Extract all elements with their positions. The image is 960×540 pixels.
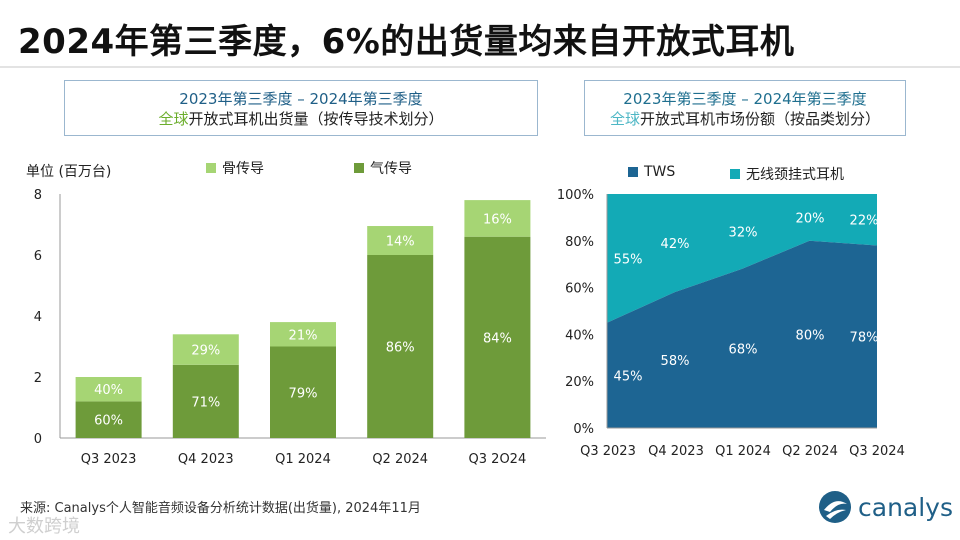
bar-data-label: 21% bbox=[289, 328, 318, 343]
canalys-logo-icon bbox=[819, 491, 851, 523]
area-y-tick-label: 100% bbox=[557, 188, 594, 203]
bar-data-label: 60% bbox=[94, 414, 123, 429]
title-divider bbox=[0, 66, 960, 68]
legend-neckband-swatch bbox=[730, 169, 740, 179]
area-caption-line1: 2023年第三季度 – 2024年第三季度 bbox=[623, 90, 867, 108]
bar-data-label: 14% bbox=[386, 235, 415, 250]
bar-y-tick-label: 0 bbox=[34, 432, 42, 447]
legend-bone-swatch bbox=[206, 163, 216, 173]
area-y-tick-label: 40% bbox=[565, 328, 594, 343]
canalys-logo-text: canalys bbox=[858, 492, 953, 522]
bar-y-tick-label: 6 bbox=[34, 249, 42, 264]
bar-bone-segment bbox=[367, 226, 434, 255]
bar-caption-rest: 开放式耳机出货量（按传导技术划分） bbox=[188, 110, 444, 128]
legend-bone: 骨传导 bbox=[206, 158, 264, 178]
area-y-tick-label: 60% bbox=[565, 282, 594, 297]
area-x-tick-label: Q1 2024 bbox=[715, 444, 771, 459]
area-x-tick-label: Q2 2024 bbox=[782, 444, 838, 459]
area-chart-caption: 2023年第三季度 – 2024年第三季度 全球开放式耳机市场份额（按品类划分） bbox=[584, 80, 906, 136]
area-neckband bbox=[607, 194, 877, 323]
area-y-tick-label: 20% bbox=[565, 375, 594, 390]
legend-bone-label: 骨传导 bbox=[222, 161, 264, 177]
bar-x-tick-label: Q2 2024 bbox=[372, 452, 428, 467]
bar-data-label: 86% bbox=[386, 341, 415, 356]
area-caption-line2: 全球开放式耳机市场份额（按品类划分） bbox=[585, 109, 905, 129]
area-x-tick-label: Q4 2023 bbox=[648, 444, 704, 459]
area-neckband-label: 42% bbox=[661, 237, 690, 252]
legend-air-label: 气传导 bbox=[370, 161, 412, 177]
bar-x-tick-label: Q1 2024 bbox=[275, 452, 331, 467]
bar-unit-label: 单位 (百万台) bbox=[26, 164, 112, 180]
area-neckband-label: 20% bbox=[796, 211, 825, 226]
legend-neckband: 无线颈挂式耳机 bbox=[730, 164, 844, 184]
area-caption-rest: 开放式耳机市场份额（按品类划分） bbox=[640, 110, 881, 128]
bar-data-label: 71% bbox=[191, 395, 220, 410]
bar-bone-segment bbox=[464, 200, 531, 237]
bar-y-tick-label: 4 bbox=[34, 310, 42, 325]
bar-data-label: 40% bbox=[94, 383, 123, 398]
watermark: 大数跨境 bbox=[8, 516, 80, 537]
legend-tws: TWS bbox=[628, 164, 675, 180]
bar-caption-highlight: 全球 bbox=[158, 110, 189, 128]
legend-neckband-label: 无线颈挂式耳机 bbox=[746, 167, 844, 183]
area-neckband-label: 22% bbox=[850, 214, 879, 229]
source-note: 来源: Canalys个人智能音频设备分析统计数据(出货量), 2024年11月 bbox=[20, 501, 421, 516]
bar-bone-segment bbox=[172, 334, 239, 365]
bar-air-segment bbox=[270, 346, 336, 438]
area-x-tick-label: Q3 2023 bbox=[580, 444, 636, 459]
page-title: 2024年第三季度，6%的出货量均来自开放式耳机 bbox=[18, 22, 795, 62]
bar-y-tick-label: 2 bbox=[34, 371, 42, 386]
bar-x-tick-label: Q3 2023 bbox=[81, 452, 137, 467]
area-y-tick-label: 80% bbox=[565, 235, 594, 250]
legend-tws-swatch bbox=[628, 167, 638, 177]
area-x-tick-label: Q3 2024 bbox=[849, 444, 905, 459]
area-caption-highlight: 全球 bbox=[609, 110, 640, 128]
legend-air: 气传导 bbox=[354, 158, 412, 178]
bar-chart-caption: 2023年第三季度 – 2024年第三季度 全球开放式耳机出货量（按传导技术划分… bbox=[64, 80, 538, 136]
canalys-logo: canalys bbox=[818, 490, 953, 524]
bar-air-segment bbox=[172, 364, 239, 438]
bar-y-tick-label: 8 bbox=[34, 188, 42, 203]
bar-data-label: 29% bbox=[191, 344, 220, 359]
area-neckband-label: 55% bbox=[614, 252, 643, 267]
bar-air-segment bbox=[464, 236, 531, 438]
legend-air-swatch bbox=[354, 163, 364, 173]
area-tws bbox=[607, 240, 877, 428]
bar-x-tick-label: Q3 2O24 bbox=[469, 452, 527, 467]
bar-caption-line1: 2023年第三季度 – 2024年第三季度 bbox=[179, 90, 423, 108]
area-tws-label: 45% bbox=[614, 369, 643, 384]
bar-bone-segment bbox=[270, 322, 336, 347]
bar-air-segment bbox=[367, 255, 434, 438]
area-tws-label: 68% bbox=[729, 342, 758, 357]
legend-tws-label: TWS bbox=[644, 164, 676, 180]
area-tws-label: 58% bbox=[661, 354, 690, 369]
area-tws-label: 80% bbox=[796, 328, 825, 343]
bar-air-segment bbox=[75, 401, 142, 438]
bar-data-label: 16% bbox=[483, 212, 512, 227]
area-neckband-label: 32% bbox=[729, 225, 758, 240]
bar-x-tick-label: Q4 2023 bbox=[178, 452, 234, 467]
area-y-tick-label: 0% bbox=[573, 422, 594, 437]
bar-bone-segment bbox=[75, 377, 142, 402]
area-tws-label: 78% bbox=[850, 331, 879, 346]
bar-data-label: 84% bbox=[483, 331, 512, 346]
bar-data-label: 79% bbox=[289, 386, 318, 401]
bar-caption-line2: 全球开放式耳机出货量（按传导技术划分） bbox=[65, 109, 537, 129]
